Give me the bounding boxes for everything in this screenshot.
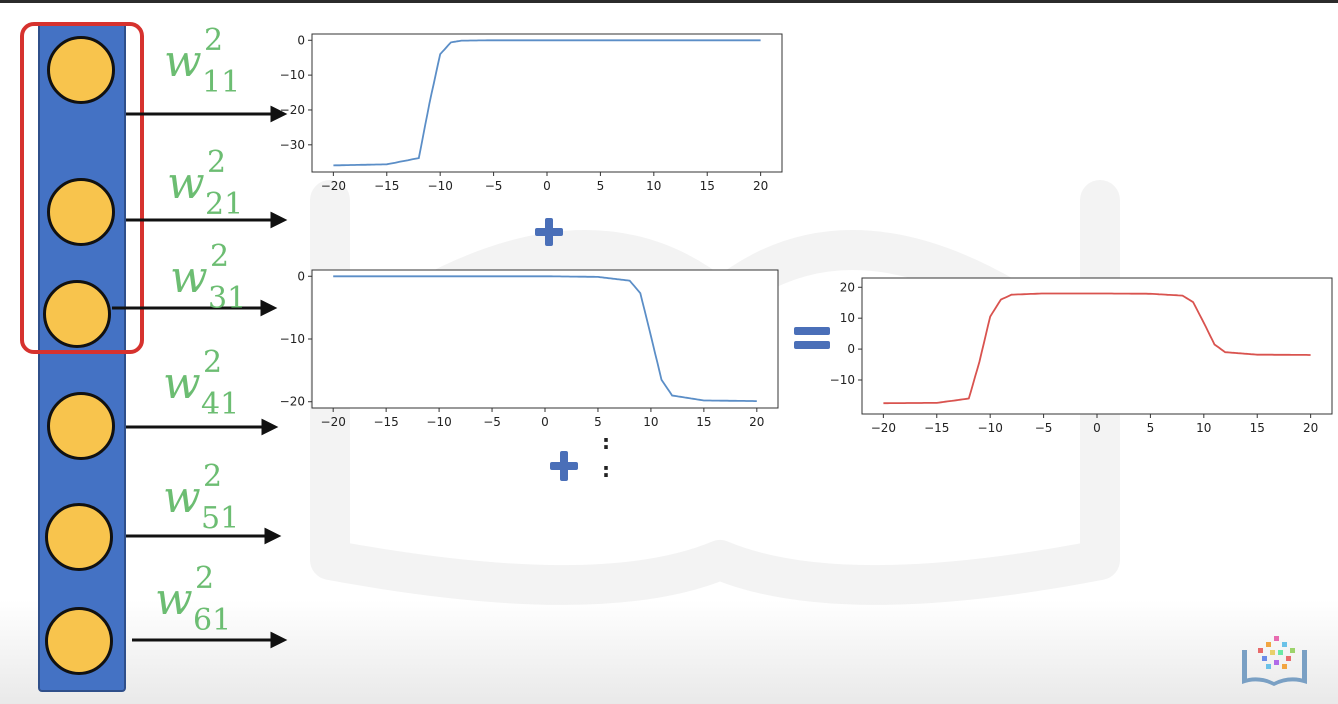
x-tick-label: −20 (321, 179, 346, 193)
x-tick-label: −15 (373, 415, 398, 429)
top-border (0, 0, 1338, 3)
series-line-0 (333, 275, 757, 402)
x-tick-label: 0 (1093, 421, 1101, 435)
weight-label-w11: w 2 11 (164, 23, 241, 100)
weight-label-w51: w 2 51 (163, 459, 240, 536)
x-tick-label: 5 (597, 179, 605, 193)
y-tick-label: −20 (280, 395, 305, 409)
x-tick-label: −10 (428, 179, 453, 193)
sum-plot-result: −20 −15 −10 −5 0 5 10 15 20 20 10 0 −10 (830, 277, 1333, 435)
plus-icon-2 (550, 451, 578, 481)
x-tick-label: 5 (1147, 421, 1155, 435)
bottom-fade (0, 600, 1338, 704)
x-tick-label: −15 (924, 421, 949, 435)
sigmoid-plot-top: −20 −15 −10 −5 0 5 10 15 20 0 −10 −20 −30 (280, 33, 783, 193)
x-tick-label: −10 (978, 421, 1003, 435)
x-tick-label: 15 (1250, 421, 1265, 435)
y-tick-label: 10 (840, 311, 855, 325)
x-tick-label: −5 (1035, 421, 1053, 435)
x-tick-label: −5 (485, 179, 503, 193)
sigmoid-plot-middle: −20 −15 −10 −5 0 5 10 15 20 0 −10 −20 (280, 269, 779, 429)
series-line-0 (333, 39, 761, 167)
x-tick-label: 20 (749, 415, 764, 429)
x-tick-label: 10 (1196, 421, 1211, 435)
y-tick-label: 0 (297, 33, 305, 47)
y-tick-label: −20 (280, 103, 305, 117)
weight-label-w21: w 2 21 (167, 145, 244, 222)
y-tick-label: 0 (297, 269, 305, 283)
highlight-box (20, 22, 144, 354)
x-tick-label: 10 (646, 179, 661, 193)
x-tick-label: 20 (753, 179, 768, 193)
x-tick-label: −15 (374, 179, 399, 193)
x-tick-label: −10 (426, 415, 451, 429)
x-tick-label: 15 (700, 179, 715, 193)
y-tick-label: −10 (280, 332, 305, 346)
x-tick-label: 0 (543, 179, 551, 193)
hidden-layer-bar (38, 22, 126, 692)
neuron-4 (47, 392, 115, 460)
plot-frame (311, 269, 779, 409)
weight-label-w61: w 2 61 (155, 561, 232, 638)
x-tick-label: 0 (541, 415, 549, 429)
y-tick-label: −10 (830, 373, 855, 387)
x-tick-label: −20 (321, 415, 346, 429)
neuron-3 (43, 280, 111, 348)
series-line-0 (883, 292, 1311, 405)
x-tick-label: −20 (871, 421, 896, 435)
x-tick-label: −5 (483, 415, 501, 429)
book-logo-icon (1242, 636, 1307, 686)
y-tick-label: −30 (280, 138, 305, 152)
x-tick-label: 15 (696, 415, 711, 429)
neuron-1 (47, 36, 115, 104)
plot-frame (861, 277, 1333, 415)
weight-label-w31: w 2 31 (170, 239, 247, 316)
x-tick-label: 10 (643, 415, 658, 429)
x-tick-label: 5 (594, 415, 602, 429)
ellipsis-2: : (602, 458, 610, 482)
weight-label-w41: w 2 41 (163, 345, 240, 422)
neuron-2 (47, 178, 115, 246)
neuron-6 (45, 607, 113, 675)
y-tick-label: 20 (840, 280, 855, 294)
x-tick-label: 20 (1303, 421, 1318, 435)
ellipsis-1: : (602, 430, 610, 454)
y-tick-label: 0 (847, 342, 855, 356)
y-tick-label: −10 (280, 68, 305, 82)
neuron-5 (45, 503, 113, 571)
plot-frame (311, 33, 783, 173)
plus-icon-1 (535, 218, 563, 246)
